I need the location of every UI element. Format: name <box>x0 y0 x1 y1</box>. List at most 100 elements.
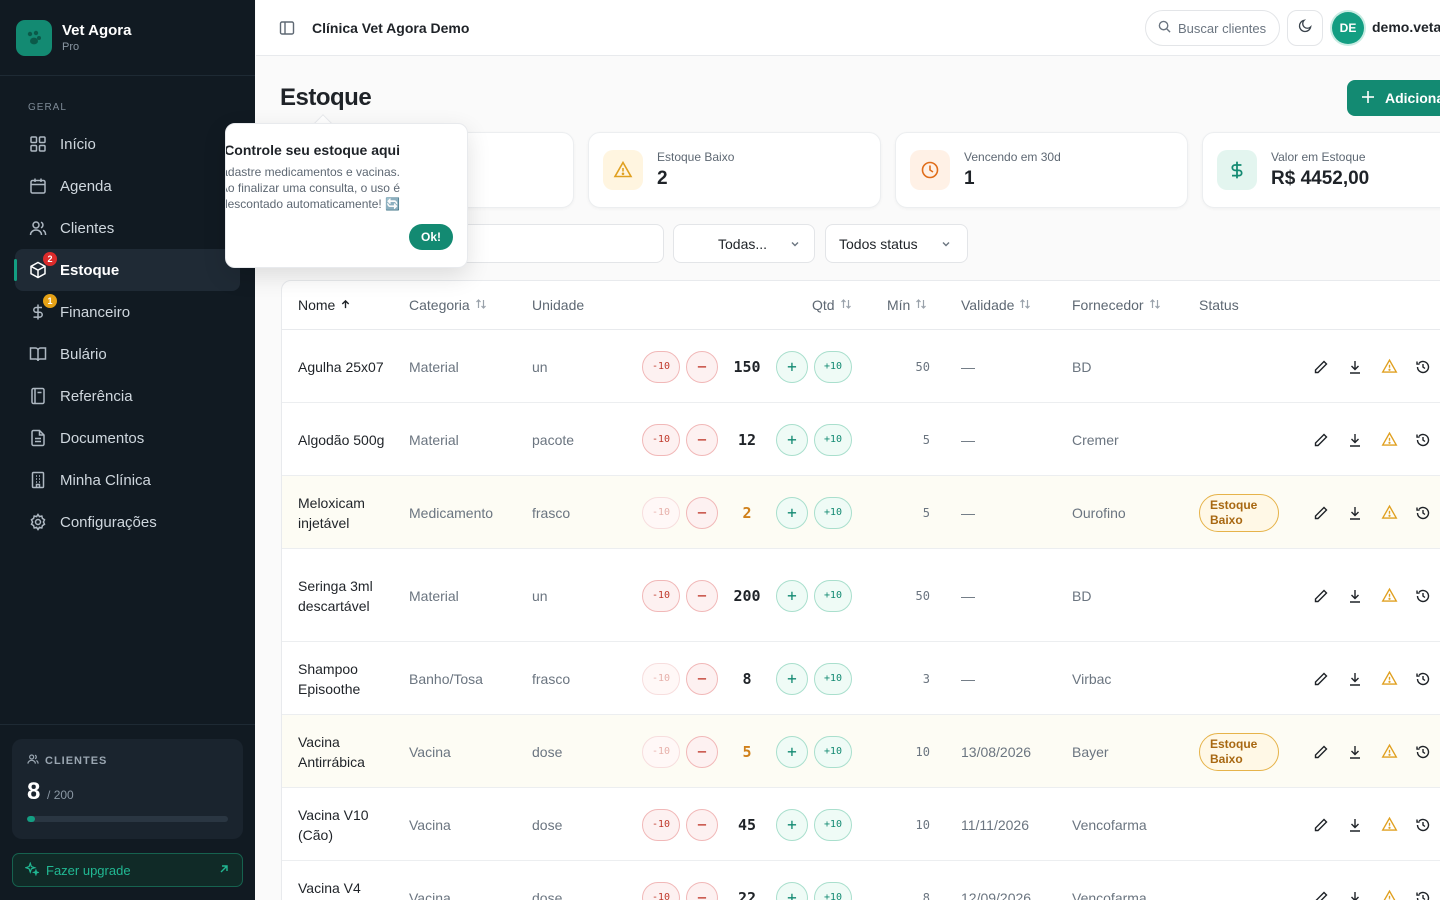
sidebar-item-clientes[interactable]: Clientes <box>15 207 240 249</box>
plus-1-button[interactable]: + <box>776 735 808 768</box>
download-icon[interactable] <box>1346 743 1364 761</box>
column-supplier[interactable]: Fornecedor <box>1072 297 1161 313</box>
plus-10-button[interactable]: +10 <box>814 423 852 456</box>
minus-10-button[interactable]: -10 <box>642 496 680 529</box>
category-filter[interactable]: Todas... <box>673 224 815 263</box>
minus-1-button[interactable]: − <box>686 808 718 841</box>
stat-card-stock-value[interactable]: Valor em Estoque R$ 4452,00 <box>1202 132 1440 208</box>
download-icon[interactable] <box>1346 670 1364 688</box>
theme-toggle-button[interactable] <box>1287 10 1323 46</box>
minus-1-button[interactable]: − <box>686 662 718 695</box>
brand[interactable]: Vet Agora Pro <box>0 0 255 76</box>
client-search[interactable]: Buscar clientes <box>1145 10 1280 46</box>
sidebar-item-referencia[interactable]: Referência <box>15 375 240 417</box>
download-icon[interactable] <box>1346 358 1364 376</box>
minus-10-button[interactable]: -10 <box>642 881 680 900</box>
add-item-button[interactable]: Adicionar <box>1347 80 1440 116</box>
edit-icon[interactable] <box>1312 743 1330 761</box>
sort-icon <box>1019 297 1031 313</box>
plus-10-button[interactable]: +10 <box>814 662 852 695</box>
financeiro-badge: 1 <box>43 294 57 308</box>
tour-ok-button[interactable]: Ok! <box>409 224 453 250</box>
minus-1-button[interactable]: − <box>686 579 718 612</box>
column-name[interactable]: Nome <box>298 297 351 313</box>
edit-icon[interactable] <box>1312 431 1330 449</box>
sidebar-item-financeiro[interactable]: 1 Financeiro <box>15 291 240 333</box>
alert-triangle-icon[interactable] <box>1380 889 1398 900</box>
history-icon[interactable] <box>1414 358 1432 376</box>
alert-triangle-icon[interactable] <box>1380 816 1398 834</box>
plus-1-button[interactable]: + <box>776 881 808 900</box>
alert-triangle-icon[interactable] <box>1380 358 1398 376</box>
download-icon[interactable] <box>1346 504 1364 522</box>
minus-1-button[interactable]: − <box>686 881 718 900</box>
alert-triangle-icon[interactable] <box>1380 504 1398 522</box>
plus-1-button[interactable]: + <box>776 662 808 695</box>
alert-triangle-icon[interactable] <box>1380 743 1398 761</box>
sidebar-item-inicio[interactable]: Início <box>15 123 240 165</box>
download-icon[interactable] <box>1346 587 1364 605</box>
sidebar-toggle-icon[interactable] <box>278 19 296 37</box>
alert-triangle-icon[interactable] <box>1380 587 1398 605</box>
history-icon[interactable] <box>1414 431 1432 449</box>
stat-card-expiring[interactable]: Vencendo em 30d 1 <box>895 132 1188 208</box>
alert-triangle-icon[interactable] <box>1380 670 1398 688</box>
plus-10-button[interactable]: +10 <box>814 579 852 612</box>
sidebar-item-minha-clinica[interactable]: Minha Clínica <box>15 459 240 501</box>
plus-10-button[interactable]: +10 <box>814 350 852 383</box>
sidebar-item-bulario[interactable]: Bulário <box>15 333 240 375</box>
sidebar-item-documentos[interactable]: Documentos <box>15 417 240 459</box>
plus-10-button[interactable]: +10 <box>814 496 852 529</box>
minus-1-button[interactable]: − <box>686 423 718 456</box>
history-icon[interactable] <box>1414 889 1432 900</box>
sidebar-item-configuracoes[interactable]: Configurações <box>15 501 240 543</box>
plus-1-button[interactable]: + <box>776 496 808 529</box>
download-icon[interactable] <box>1346 889 1364 900</box>
sidebar-item-agenda[interactable]: Agenda <box>15 165 240 207</box>
user-name[interactable]: demo.veta <box>1372 19 1440 35</box>
minus-1-button[interactable]: − <box>686 350 718 383</box>
minus-10-button[interactable]: -10 <box>642 662 680 695</box>
minus-10-button[interactable]: -10 <box>642 350 680 383</box>
avatar[interactable]: DE <box>1332 12 1364 44</box>
plus-1-button[interactable]: + <box>776 423 808 456</box>
stat-card-low-stock[interactable]: Estoque Baixo 2 <box>588 132 881 208</box>
status-filter[interactable]: Todos status <box>825 224 968 263</box>
upgrade-button[interactable]: Fazer upgrade <box>12 853 243 887</box>
minus-1-button[interactable]: − <box>686 735 718 768</box>
edit-icon[interactable] <box>1312 816 1330 834</box>
item-min: 50 <box>915 588 930 603</box>
history-icon[interactable] <box>1414 670 1432 688</box>
item-name: Shampoo Episoothe <box>298 660 361 697</box>
plus-1-button[interactable]: + <box>776 350 808 383</box>
edit-icon[interactable] <box>1312 358 1330 376</box>
column-validity[interactable]: Validade <box>961 297 1031 313</box>
alert-triangle-icon[interactable] <box>1380 431 1398 449</box>
edit-icon[interactable] <box>1312 504 1330 522</box>
sidebar-item-estoque[interactable]: 2 Estoque <box>14 249 240 291</box>
download-icon[interactable] <box>1346 816 1364 834</box>
column-min[interactable]: Mín <box>887 297 927 313</box>
history-icon[interactable] <box>1414 743 1432 761</box>
minus-10-button[interactable]: -10 <box>642 808 680 841</box>
item-supplier: BD <box>1072 587 1092 604</box>
edit-icon[interactable] <box>1312 670 1330 688</box>
edit-icon[interactable] <box>1312 587 1330 605</box>
plus-10-button[interactable]: +10 <box>814 808 852 841</box>
history-icon[interactable] <box>1414 816 1432 834</box>
plus-10-button[interactable]: +10 <box>814 881 852 900</box>
minus-10-button[interactable]: -10 <box>642 423 680 456</box>
history-icon[interactable] <box>1414 587 1432 605</box>
column-qty[interactable]: Qtd <box>812 297 852 313</box>
download-icon[interactable] <box>1346 431 1364 449</box>
history-icon[interactable] <box>1414 504 1432 522</box>
minus-10-button[interactable]: -10 <box>642 735 680 768</box>
plus-1-button[interactable]: + <box>776 579 808 612</box>
plus-10-button[interactable]: +10 <box>814 735 852 768</box>
minus-1-button[interactable]: − <box>686 496 718 529</box>
plus-1-button[interactable]: + <box>776 808 808 841</box>
edit-icon[interactable] <box>1312 889 1330 900</box>
column-category[interactable]: Categoria <box>409 297 487 313</box>
grid-icon <box>29 135 47 153</box>
minus-10-button[interactable]: -10 <box>642 579 680 612</box>
